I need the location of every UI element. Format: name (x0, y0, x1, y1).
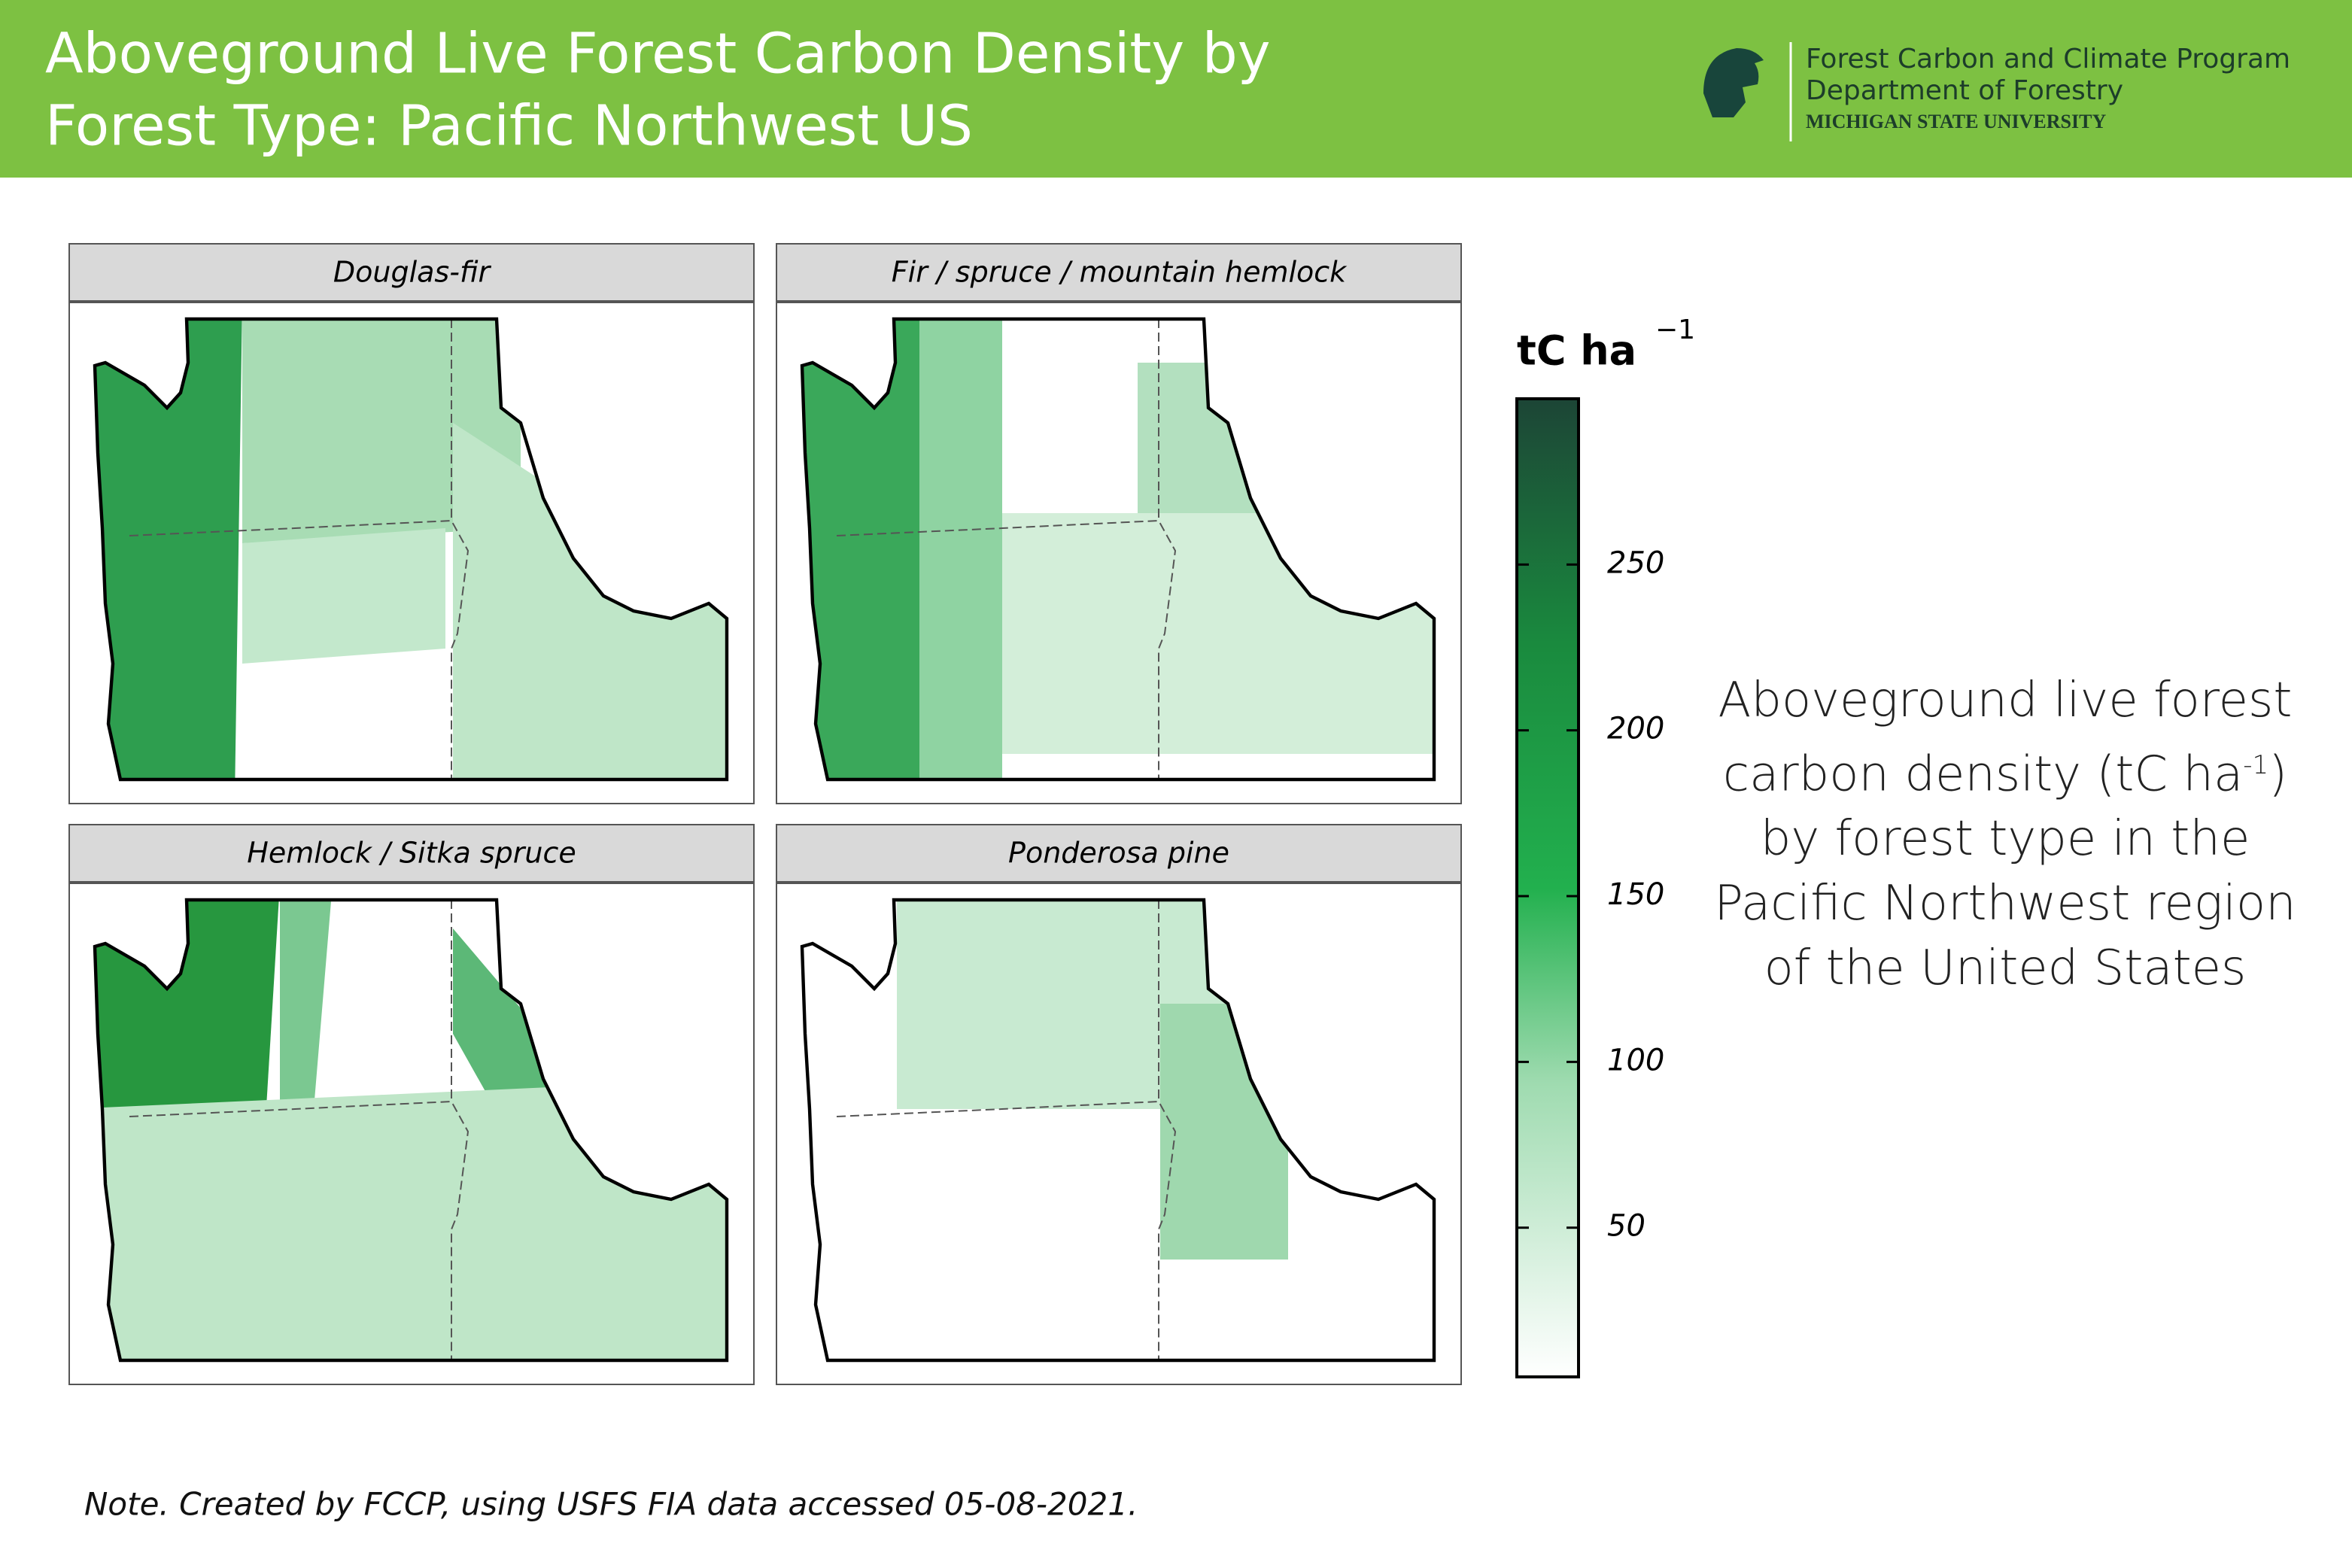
map-fill (95, 900, 727, 1360)
panel-title: Fir / spruce / mountain hemlock (892, 256, 1348, 289)
legend-tick-label: 250 (1607, 545, 1664, 580)
description-text: ) by forest type in the Pacific Northwes… (1714, 746, 2296, 997)
logo-text: MICHIGAN STATE UNIVERSITY (1806, 111, 2106, 132)
state-border (129, 519, 469, 779)
state-border (836, 519, 1177, 779)
description-text: Aboveground live forest carbon density (… (1718, 673, 2293, 803)
panel-strip (68, 243, 755, 302)
legend-tick-label: 100 (1607, 1043, 1664, 1077)
legend-tick-label: 150 (1607, 877, 1664, 912)
panel-strip (776, 824, 1462, 883)
map (93, 898, 729, 1363)
logo-text: Forest Carbon and Climate Program (1806, 44, 2290, 74)
logo-text: Department of Forestry (1806, 75, 2123, 106)
legend-title-exponent: −1 (1655, 315, 1695, 345)
title-line: Aboveground Live Forest Carbon Density b… (45, 22, 1271, 87)
map-panel: Ponderosa pine (776, 824, 1462, 1385)
forest-area (897, 900, 1228, 1109)
legend-ticks: 50 100 150 200 250 (1517, 545, 1664, 1244)
map-panel: Douglas-fir (68, 243, 755, 804)
panel-strip (776, 243, 1462, 302)
forest-area (919, 319, 1002, 779)
header-band (0, 0, 2352, 178)
forest-area (453, 423, 727, 779)
region-outline (800, 898, 1436, 1363)
legend-tick-label: 200 (1607, 712, 1664, 746)
state-border (836, 1100, 1177, 1360)
panel-strip (68, 824, 755, 883)
panel-title: Hemlock / Sitka spruce (247, 837, 576, 870)
map-panels: Douglas-fir Fir / spruce / mountain hemlo… (68, 243, 1462, 1385)
map-panel: Fir / spruce / mountain hemlock (776, 243, 1462, 804)
forest-area (280, 900, 333, 1154)
region-outline (800, 317, 1436, 782)
colorbar (1515, 397, 1580, 1378)
legend-title: tC ha (1517, 327, 1636, 375)
legend-tick-label: 50 (1607, 1209, 1645, 1244)
region-outline (93, 317, 729, 782)
region-outline (93, 898, 729, 1363)
map-panel: Hemlock / Sitka spruce (68, 824, 755, 1385)
description-exponent: -1 (2243, 750, 2269, 780)
panel-title: Douglas-fir (333, 256, 492, 289)
state-border (129, 1100, 469, 1360)
forest-area (95, 1079, 727, 1360)
note: Note. Created by FCCP, using USFS FIA da… (84, 1486, 1138, 1523)
title-line: Forest Type: Pacific Northwest US (45, 94, 973, 159)
logo-icon (1703, 48, 1764, 117)
map (93, 317, 729, 782)
description: Aboveground live forest carbon density (… (1708, 668, 2302, 1001)
forest-area (242, 528, 445, 664)
panel-title: Ponderosa pine (1008, 837, 1229, 870)
